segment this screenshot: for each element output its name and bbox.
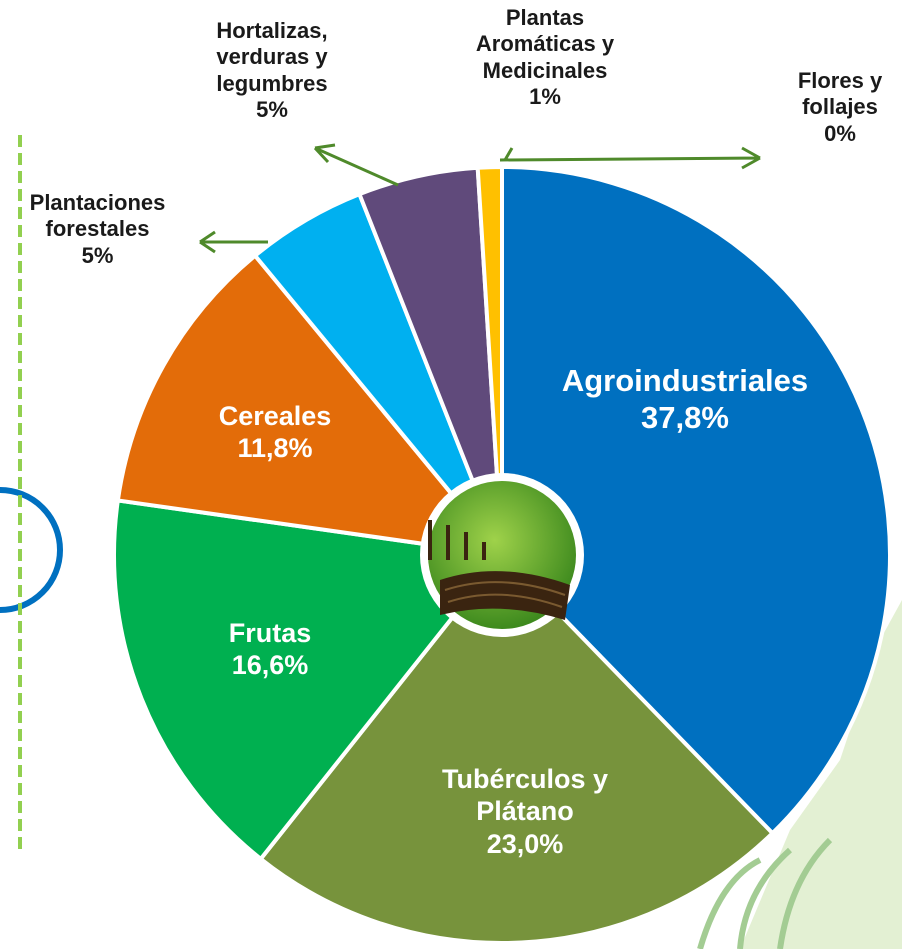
slice-label: Frutas 16,6%: [170, 617, 370, 682]
value-label: 5%: [256, 97, 288, 123]
value-label: 16,6%: [231, 650, 309, 681]
value-label: 5%: [81, 242, 114, 268]
value-label: 23,0%: [486, 828, 564, 859]
value-label: 1%: [529, 84, 561, 110]
slice-label: Plantas Aromáticas y Medicinales 1%: [445, 5, 645, 111]
value-label: 37,8%: [641, 400, 729, 436]
grass-decoration: [697, 600, 902, 949]
slice-label: Plantaciones forestales 5%: [15, 190, 180, 269]
leader-arrows: [199, 143, 761, 254]
value-label: 11,8%: [237, 433, 313, 464]
slice: [500, 164, 892, 837]
category-label: Hortalizas, verduras y legumbres: [216, 18, 328, 96]
category-label: Frutas: [228, 618, 312, 648]
slice-label: Cereales 11,8%: [175, 400, 375, 465]
hub: [420, 473, 584, 637]
slice: [112, 498, 506, 862]
category-label: Cereales: [218, 401, 332, 431]
category-label: Tubérculos y Plátano: [441, 764, 609, 827]
slice: [257, 551, 776, 945]
slice-label: Agroindustriales 37,8%: [510, 362, 860, 436]
category-label: Plantas Aromáticas y Medicinales: [475, 5, 615, 83]
category-label: Agroindustriales: [561, 363, 809, 398]
slice-label: Hortalizas, verduras y legumbres 5%: [182, 18, 362, 124]
pie: [112, 164, 892, 945]
category-label: Plantaciones forestales: [29, 190, 166, 242]
slice-label: Flores y follajes 0%: [770, 68, 902, 147]
decoration-arc: [0, 487, 63, 613]
value-label: 0%: [824, 120, 856, 146]
slice-label: Tubérculos y Plátano 23,0%: [395, 763, 655, 860]
category-label: Flores y follajes: [797, 68, 883, 120]
slice: [115, 252, 507, 558]
